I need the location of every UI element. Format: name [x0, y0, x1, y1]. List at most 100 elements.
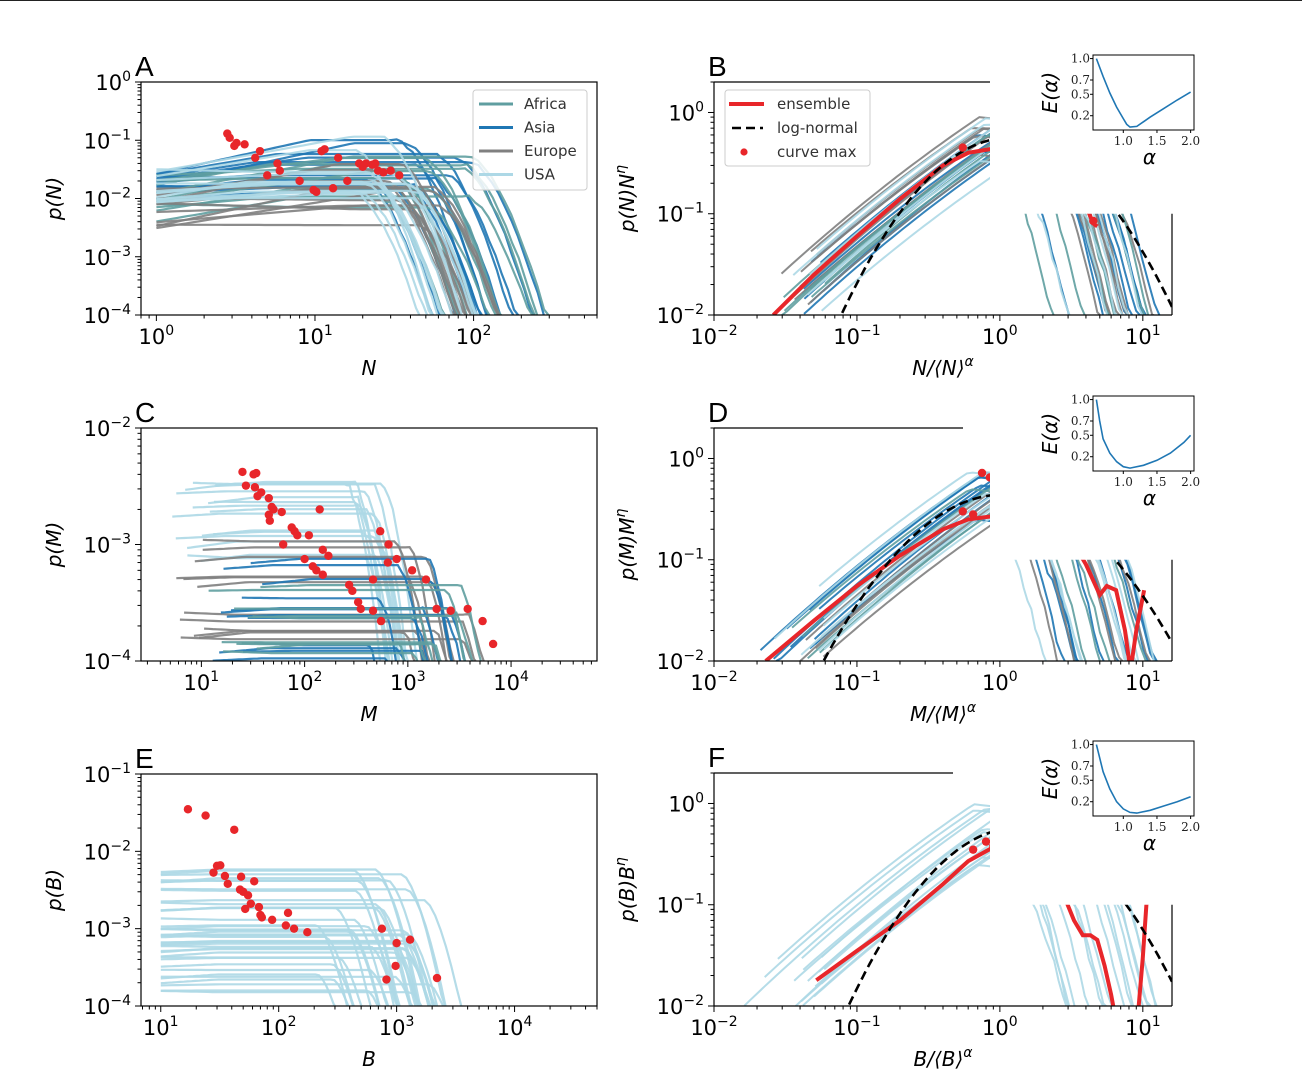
y-tick-label: 100 — [668, 445, 704, 471]
panel-letter: B — [708, 51, 727, 82]
inset-y-tick-label: 0.5 — [1071, 87, 1090, 101]
curve-max-point — [368, 606, 378, 615]
curve-max-point — [368, 575, 378, 584]
curve-max-point — [273, 159, 282, 168]
series-line-europe — [156, 204, 468, 315]
inset-y-label: E(α) — [1038, 72, 1062, 113]
plot-area — [172, 467, 498, 661]
series-line-usa — [160, 887, 447, 1006]
curve-max-point — [315, 505, 324, 514]
series-line-usa — [176, 490, 401, 661]
curve-max-point — [236, 872, 246, 881]
curve-max-point — [225, 133, 234, 143]
curve-max-point — [255, 146, 265, 156]
x-tick-label: 100 — [982, 669, 1018, 695]
curve-max-point — [253, 491, 262, 501]
y-tick-label: 10−2 — [657, 302, 704, 328]
x-tick-label: 100 — [139, 323, 175, 349]
curve-max-point — [333, 153, 343, 162]
series-line-africa — [241, 642, 443, 661]
curve-max-point — [324, 551, 333, 560]
y-axis-label: p(M) — [42, 522, 66, 569]
inset-y-tick-label: 1.0 — [1071, 393, 1090, 407]
y-tick-label: 100 — [668, 790, 704, 816]
curve-max-point — [216, 861, 225, 870]
x-tick-label: 10−1 — [833, 323, 880, 349]
series-line-usa — [160, 940, 423, 1006]
series-line-africa — [223, 650, 419, 661]
curve-max-point — [304, 531, 314, 540]
series-line-europe — [202, 545, 436, 661]
inset-x-label: α — [1143, 831, 1156, 855]
inset-curve — [1095, 399, 1192, 469]
x-tick-label: 10−2 — [690, 323, 737, 349]
y-tick-label: 10−1 — [657, 201, 704, 227]
legend-collapse: ensemble log-normal curve max — [724, 89, 871, 167]
x-tick-label: 101 — [184, 669, 220, 695]
curve-max-point — [343, 176, 352, 186]
y-tick-label: 10−1 — [657, 547, 704, 573]
inset-frame — [1092, 54, 1195, 131]
legend-label-europe: Europe — [524, 142, 577, 160]
series-line-usa — [160, 868, 421, 1006]
y-tick-label: 10−4 — [84, 648, 131, 674]
y-tick-label: 10−1 — [84, 127, 131, 153]
curve-max-point — [250, 877, 259, 886]
curve-max-point — [267, 915, 277, 925]
series-line-usa — [160, 942, 437, 1006]
series-line-usa — [160, 983, 445, 1006]
series-line-usa — [156, 192, 429, 315]
series-line-usa — [214, 500, 391, 661]
series-line-usa — [160, 899, 463, 1006]
x-axis-label: N — [362, 356, 377, 380]
inset-x-tick-label: 1.0 — [1114, 475, 1133, 489]
x-tick-label: 103 — [390, 669, 426, 695]
curve-max-point — [295, 176, 304, 186]
inset-frame — [1092, 740, 1195, 817]
y-tick-label: 10−2 — [84, 186, 131, 212]
series-line-usa — [160, 968, 390, 1006]
inset-x-tick-label: 2.0 — [1181, 475, 1200, 489]
x-tick-label: 102 — [456, 323, 492, 349]
series-line-asia — [219, 647, 407, 661]
inset-plot: 1.0 1.5 2.0 1.0 0.70.5 0.2 α E(α) — [1038, 52, 1200, 169]
inset-plot: 1.0 1.5 2.0 1.0 0.70.5 0.2 α E(α) — [1038, 738, 1200, 855]
series-line-usa — [160, 978, 350, 1006]
curve-max-point — [392, 938, 401, 948]
curve-max-point — [240, 140, 249, 149]
series-line-africa — [208, 588, 467, 661]
curve-max-point — [382, 975, 391, 984]
series-line-usa — [160, 879, 431, 1006]
legend-label-usa: USA — [524, 166, 556, 184]
y-tick-label: 10−3 — [84, 916, 131, 942]
curve-max-point — [405, 935, 415, 944]
curve-max-point — [278, 540, 288, 549]
x-tick-label: 102 — [287, 669, 323, 695]
series-line-usa — [156, 190, 421, 315]
curve-max-point — [384, 540, 393, 549]
curve-max-point — [264, 510, 274, 519]
curve-max-point — [958, 143, 967, 152]
x-axis-label: M/⟨M⟩α — [910, 700, 977, 726]
series-line-africa — [221, 641, 440, 661]
series-line-europe — [156, 204, 500, 315]
series-line-usa — [156, 172, 464, 315]
x-tick-label: 10−2 — [690, 1014, 737, 1040]
series-line-africa — [156, 194, 534, 315]
inset-y-label: E(α) — [1038, 758, 1062, 799]
series-line-usa — [160, 989, 380, 1006]
series-line-europe — [197, 581, 455, 661]
curve-max-point — [246, 899, 255, 908]
panel-A: 100 101 102 100 10−1 10−2 10−3 10−4 Np(N) A Africa… — [42, 51, 598, 380]
x-axis-label: B/⟨B⟩α — [913, 1045, 973, 1071]
y-axis-label: p(B) — [42, 869, 66, 912]
y-tick-label: 10−2 — [657, 993, 704, 1019]
series-line-africa — [156, 177, 468, 315]
inset-y-label: E(α) — [1038, 413, 1062, 454]
x-tick-label: 103 — [379, 1014, 415, 1040]
inset-curve — [1095, 58, 1192, 128]
curve-max-point — [328, 184, 338, 193]
series-line-usa — [160, 901, 413, 1006]
curve-max-point — [488, 639, 498, 649]
y-axis-label: p(B)Bη — [613, 857, 639, 923]
